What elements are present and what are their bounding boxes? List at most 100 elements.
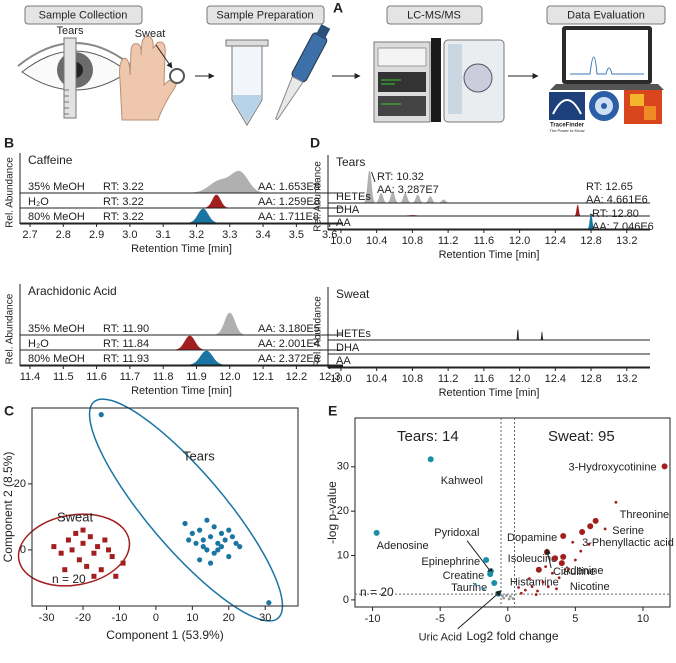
plot-frame <box>354 417 671 608</box>
sweat-label: Sweat <box>135 28 166 40</box>
x-tick-label: 2.8 <box>56 229 71 241</box>
panel-letter: C <box>4 403 14 419</box>
point <box>58 550 64 556</box>
point <box>560 533 567 540</box>
note: n = 20 <box>52 572 86 586</box>
point <box>511 597 515 600</box>
point <box>215 540 221 546</box>
tube-cap <box>225 39 269 47</box>
x-tick-label: 12.4 <box>545 373 566 385</box>
schirmer-strip <box>63 37 77 119</box>
area: AA: 1.711E8 <box>258 211 319 223</box>
y-tick-label: 30 <box>337 461 349 473</box>
x-tick-label: 10 <box>637 613 649 625</box>
x-tick-label: 20 <box>223 612 235 624</box>
x-tick-label: 2.9 <box>89 229 104 241</box>
x-tick-label: 3.4 <box>255 229 270 241</box>
area: AA: 3.180E5 <box>258 323 320 335</box>
point <box>80 540 86 546</box>
sweat-patch <box>169 68 185 84</box>
label-arrow <box>457 590 502 630</box>
x-axis-label: Retention Time [min] <box>131 385 232 397</box>
pipette-body <box>291 32 328 83</box>
point <box>229 534 236 540</box>
point <box>558 560 565 567</box>
point <box>84 563 90 569</box>
point <box>204 547 210 553</box>
point <box>509 594 512 598</box>
point <box>523 588 527 592</box>
point-label: Nicotine <box>570 581 610 593</box>
x-tick-label: -30 <box>39 612 55 624</box>
step-box <box>386 5 483 25</box>
point <box>473 582 477 586</box>
pipette <box>275 24 331 121</box>
annotation: AA: 4.661E6 <box>586 194 648 206</box>
point <box>87 534 93 540</box>
x-tick-label: -10 <box>111 612 127 624</box>
x-tick-label: 11.5 <box>53 371 74 383</box>
point <box>519 591 523 595</box>
panel-a: A Sample Collection Sample Preparation L… <box>17 0 666 133</box>
logo <box>630 94 644 106</box>
y-axis-label: Rel. Abundance <box>313 161 324 232</box>
point <box>546 585 550 588</box>
lc-module <box>378 96 426 116</box>
point <box>567 567 571 571</box>
x-axis-label: Component 1 (53.9%) <box>106 628 223 642</box>
point <box>505 594 508 597</box>
point <box>487 571 494 578</box>
x-tick-label: 10.8 <box>402 235 423 247</box>
x-tick-label: 11.4 <box>20 371 41 383</box>
chart-title: Arachidonic Acid <box>28 284 117 298</box>
group-label: Tears <box>183 448 215 463</box>
annotation: AA: 3.287E7 <box>377 184 439 196</box>
lc-column <box>431 38 441 122</box>
row-label: H₂O <box>28 196 49 208</box>
point <box>502 596 506 600</box>
x-tick-label: 0 <box>505 613 511 625</box>
point-label: Histamine <box>510 577 559 589</box>
point <box>226 527 232 533</box>
x-tick-label: 11.2 <box>438 235 459 247</box>
point-label: 3-Phenyllactic acid <box>582 537 674 549</box>
x-tick-label: 10.4 <box>366 235 387 247</box>
annotation-line <box>371 171 376 183</box>
point-label: Kahweol <box>441 475 483 487</box>
point-label: Isoleucine <box>508 553 558 565</box>
row-label: 80% MeOH <box>28 211 85 223</box>
row-label: DHA <box>336 204 360 216</box>
point <box>69 547 75 553</box>
x-tick-label: 12.8 <box>580 373 601 385</box>
point <box>573 558 577 562</box>
x-tick-label: 12.0 <box>509 373 530 385</box>
point <box>373 529 380 536</box>
x-tick-label: 5 <box>572 613 578 625</box>
point <box>536 589 539 593</box>
point <box>579 529 586 536</box>
point <box>109 554 115 559</box>
x-tick-label: 3.0 <box>122 229 137 241</box>
point <box>207 560 214 566</box>
x-tick-label: 11.9 <box>186 371 207 383</box>
lc-module <box>377 47 427 67</box>
x-tick-label: 3.3 <box>222 229 237 241</box>
point <box>211 524 217 530</box>
x-tick-label: 12.4 <box>545 235 566 247</box>
point <box>587 543 591 546</box>
lc-module <box>378 72 426 92</box>
point <box>98 567 104 573</box>
point <box>534 593 538 596</box>
step-box <box>546 5 666 25</box>
point <box>80 527 86 533</box>
point <box>73 530 79 536</box>
step-label: Sample Preparation <box>216 9 313 21</box>
point <box>507 597 511 601</box>
point <box>579 549 583 553</box>
point <box>200 544 206 550</box>
x-tick-label: 11.2 <box>438 373 459 385</box>
area: AA: 1.653E8 <box>258 181 320 193</box>
area: AA: 2.372E6 <box>258 353 320 365</box>
x-tick-label: 2.7 <box>22 229 37 241</box>
y-tick-label: 0 <box>343 594 349 606</box>
